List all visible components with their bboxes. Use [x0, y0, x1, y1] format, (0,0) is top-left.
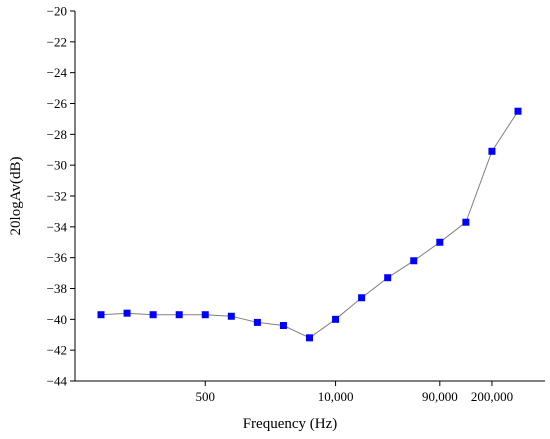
data-point: [123, 309, 131, 317]
data-point: [332, 315, 340, 323]
data-point: [279, 322, 287, 329]
y-axis-title: 20logAv(dB): [8, 157, 24, 236]
data-point: [436, 238, 444, 246]
y-tick-label: −26: [47, 96, 68, 111]
data-point: [227, 312, 235, 320]
x-axis-title: Frequency (Hz): [243, 416, 338, 432]
x-tick-label: 10,000: [318, 389, 354, 404]
series: [97, 107, 522, 342]
y-tick-label: −44: [47, 374, 68, 389]
y-axis-ticks: −20 −22 −24 −26 −28 −30 −32 −34 −36 −38 −40 −42 −44: [47, 4, 75, 389]
data-point: [384, 274, 392, 282]
data-point: [462, 218, 470, 226]
data-point: [514, 107, 522, 115]
data-point: [253, 318, 261, 326]
x-tick-label: 200,000: [471, 389, 513, 404]
x-tick-label: 90,000: [422, 389, 458, 404]
data-point: [175, 311, 183, 319]
data-point: [149, 311, 157, 319]
y-tick-label: −28: [47, 127, 67, 142]
y-tick-label: −40: [47, 312, 67, 327]
series-line: [100, 110, 519, 339]
data-point: [201, 311, 209, 319]
data-point: [306, 334, 313, 342]
y-tick-label: −36: [47, 250, 68, 265]
y-tick-label: −32: [47, 189, 67, 204]
y-tick-label: −42: [47, 343, 67, 358]
data-point: [488, 147, 496, 155]
y-tick-label: −24: [47, 65, 68, 80]
data-point: [410, 257, 418, 265]
y-tick-label: −38: [47, 281, 67, 296]
y-tick-label: −20: [47, 4, 67, 19]
x-axis-ticks: 500 10,000 90,000 200,000: [196, 381, 513, 404]
y-tick-label: −30: [47, 158, 67, 173]
y-tick-label: −22: [47, 34, 67, 49]
y-tick-label: −34: [47, 219, 68, 234]
data-point: [358, 294, 366, 302]
x-tick-label: 500: [196, 389, 216, 404]
data-point: [97, 311, 105, 319]
